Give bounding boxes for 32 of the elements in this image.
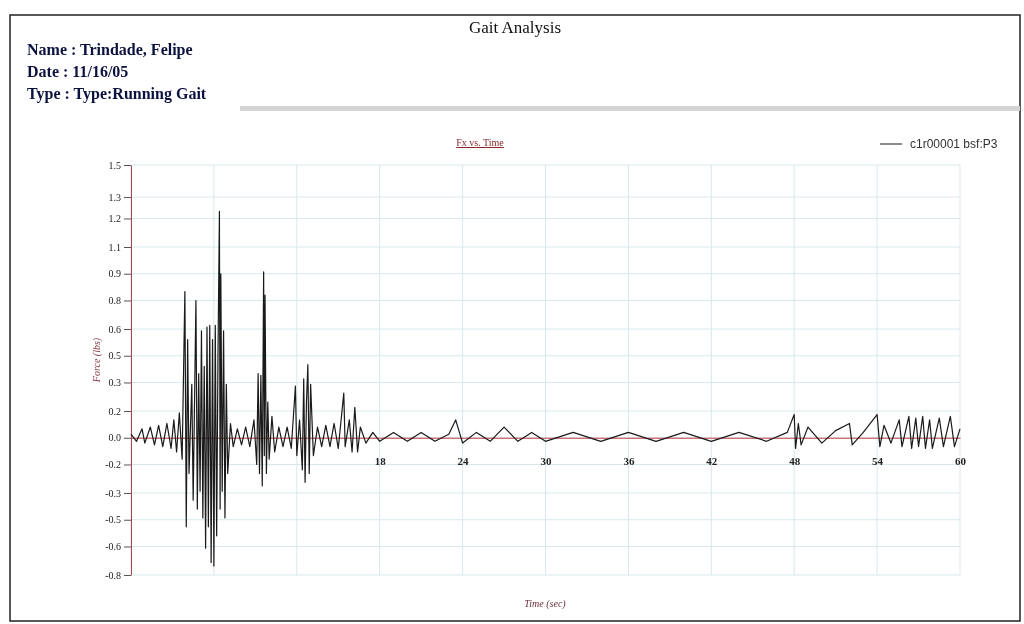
y-axis-title: Force (lbs) (91, 337, 103, 384)
x-tick-label: 36 (623, 454, 635, 467)
y-tick-label: 0.5 (108, 350, 121, 362)
text: Type : Type:Running Gait (27, 85, 207, 103)
y-tick-label: 0.6 (108, 323, 121, 335)
y-tick-label: 0.8 (108, 295, 121, 307)
x-axis-title: Time (sec) (524, 598, 567, 610)
x-tick-label: 60 (955, 454, 967, 467)
text: Name : Trindade, Felipe (27, 41, 193, 59)
y-tick-label: 1.5 (108, 159, 121, 171)
chart-title: Gait Analysis (468, 18, 562, 37)
y-tick-label: 0.0 (108, 432, 121, 444)
x-tick-label: 24 (457, 454, 470, 467)
legend-label: c1r00001 bsf:P3 (910, 137, 998, 151)
y-tick-label: -0.3 (105, 487, 121, 499)
y-tick-label: 0.2 (108, 405, 121, 417)
y-tick-label: 0.9 (108, 268, 121, 280)
x-tick-label: 30 (540, 454, 552, 467)
chart-subtitle: Fx vs. Time (456, 137, 505, 148)
x-tick-label: 54 (872, 454, 884, 467)
x-tick-label: 48 (789, 454, 801, 467)
y-tick-label: 1.3 (108, 191, 121, 203)
x-tick-label: 18 (374, 454, 387, 467)
y-tick-label: -0.2 (105, 459, 121, 471)
text: Date : 11/16/05 (27, 63, 129, 80)
y-tick-label: -0.5 (105, 514, 121, 526)
y-tick-label: 0.3 (108, 377, 121, 389)
y-tick-label: 1.2 (108, 213, 121, 225)
y-tick-label: -0.6 (105, 541, 121, 553)
x-tick-label: 42 (706, 454, 718, 467)
y-tick-label: -0.8 (105, 569, 121, 581)
y-tick-label: 1.1 (108, 241, 121, 253)
